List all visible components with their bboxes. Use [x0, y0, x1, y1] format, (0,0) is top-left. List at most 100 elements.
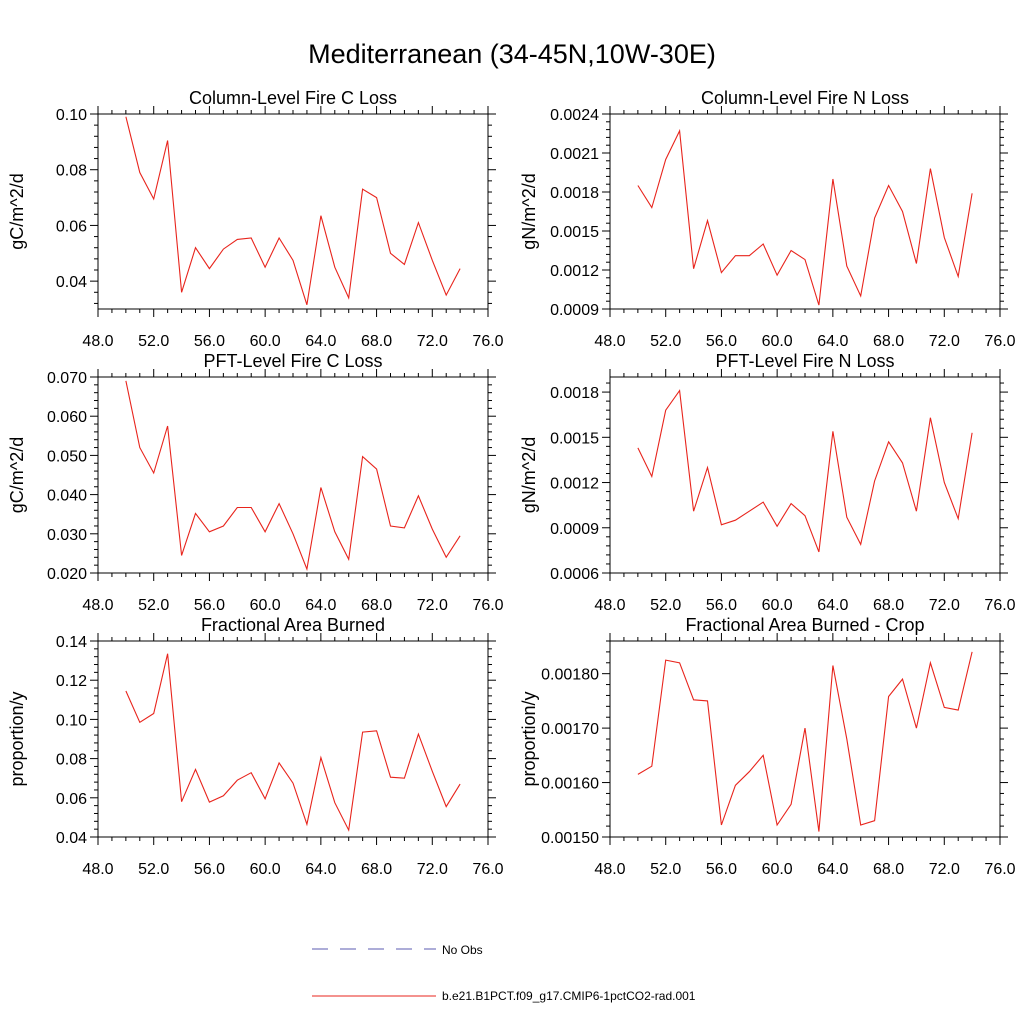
x-tick-label: 60.0 [762, 333, 793, 350]
x-tick-label: 72.0 [417, 333, 448, 350]
y-tick-label: 0.00150 [541, 830, 599, 847]
panel-4: 48.0 52.0 56.0 60.0 64.0 68.0 72.0 76.0 0.0006 0.… [519, 351, 1016, 614]
series-line-1 [125, 380, 461, 572]
legend: No Obs b.e21.B1PCT.f09_g17.CMIP6-1pctCO2… [312, 943, 696, 1003]
x-tick-label: 52.0 [138, 861, 169, 878]
plot-frame [97, 640, 489, 838]
y-tick-label: 0.040 [47, 488, 87, 505]
x-tick-label: 52.0 [650, 861, 681, 878]
x-tick-label: 68.0 [873, 597, 904, 614]
panel-2: 48.0 52.0 56.0 60.0 64.0 68.0 72.0 76.0 0.0009 0.… [519, 88, 1016, 350]
x-tick-label: 68.0 [873, 333, 904, 350]
y-tick-label: 0.0024 [550, 107, 599, 124]
x-tick-label: 56.0 [194, 861, 225, 878]
panel-title: Fractional Area Burned - Crop [685, 615, 924, 635]
panel-title: PFT-Level Fire N Loss [715, 351, 894, 371]
y-tick-label: 0.020 [47, 566, 87, 583]
y-tick-label: 0.0012 [550, 476, 599, 493]
y-tick-label: 0.10 [56, 712, 87, 729]
y-tick-label: 0.06 [56, 791, 87, 808]
x-tick-label: 64.0 [817, 333, 848, 350]
y-axis-label: proportion/y [519, 691, 539, 786]
plot-frame [97, 113, 489, 310]
y-axis-label: gN/m^2/d [519, 173, 539, 249]
x-tick-label: 76.0 [984, 597, 1015, 614]
y-tick-label: 0.12 [56, 673, 87, 690]
x-tick-label: 60.0 [250, 333, 281, 350]
x-tick-label: 48.0 [594, 861, 625, 878]
y-tick-label: 0.0012 [550, 263, 599, 280]
x-tick-label: 72.0 [417, 597, 448, 614]
y-tick-label: 0.08 [56, 163, 87, 180]
x-tick-label: 60.0 [250, 861, 281, 878]
x-tick-label: 68.0 [361, 333, 392, 350]
y-tick-label: 0.0018 [550, 185, 599, 202]
y-axis-label: gC/m^2/d [7, 173, 27, 249]
y-tick-label: 0.070 [47, 370, 87, 387]
y-tick-label: 0.030 [47, 527, 87, 544]
y-tick-label: 0.0015 [550, 224, 599, 241]
x-tick-label: 72.0 [417, 861, 448, 878]
y-tick-label: 0.00160 [541, 776, 599, 793]
panel-title: PFT-Level Fire C Loss [203, 351, 382, 371]
panel-title: Column-Level Fire N Loss [701, 88, 909, 108]
y-tick-label: 0.0009 [550, 521, 599, 538]
x-tick-label: 68.0 [361, 597, 392, 614]
panel-6: 48.0 52.0 56.0 60.0 64.0 68.0 72.0 76.0 0.00150 0… [519, 615, 1016, 878]
series-line-1 [637, 651, 973, 832]
y-tick-label: 0.0009 [550, 302, 599, 319]
series-line-1 [125, 653, 461, 832]
legend-label-model: b.e21.B1PCT.f09_g17.CMIP6-1pctCO2-rad.00… [442, 989, 696, 1003]
series-line-1 [125, 116, 461, 305]
x-tick-label: 52.0 [650, 333, 681, 350]
y-tick-label: 0.0006 [550, 566, 599, 583]
x-tick-label: 56.0 [194, 333, 225, 350]
x-tick-label: 48.0 [82, 861, 113, 878]
x-tick-label: 72.0 [929, 333, 960, 350]
y-tick-label: 0.08 [56, 752, 87, 769]
y-axis-label: proportion/y [7, 691, 27, 786]
y-tick-label: 0.04 [56, 274, 87, 291]
x-tick-label: 76.0 [472, 597, 503, 614]
x-tick-label: 76.0 [984, 333, 1015, 350]
x-tick-label: 52.0 [650, 597, 681, 614]
x-tick-label: 68.0 [361, 861, 392, 878]
y-tick-label: 0.0015 [550, 430, 599, 447]
panels: 48.0 52.0 56.0 60.0 64.0 68.0 72.0 76.0 0.04 0.06… [7, 88, 1016, 878]
legend-label-no-obs: No Obs [442, 943, 483, 957]
panel-title: Fractional Area Burned [201, 615, 385, 635]
x-tick-label: 64.0 [305, 861, 336, 878]
x-tick-label: 68.0 [873, 861, 904, 878]
y-tick-label: 0.14 [56, 634, 87, 651]
plot-frame [609, 640, 1001, 838]
plot-frame [97, 376, 489, 574]
x-tick-label: 76.0 [984, 861, 1015, 878]
x-tick-label: 52.0 [138, 333, 169, 350]
series-line-1 [637, 389, 973, 553]
figure-title: Mediterranean (34-45N,10W-30E) [308, 39, 716, 69]
x-tick-label: 56.0 [194, 597, 225, 614]
y-tick-label: 0.10 [56, 107, 87, 124]
x-tick-label: 64.0 [817, 861, 848, 878]
x-tick-label: 56.0 [706, 597, 737, 614]
y-tick-label: 0.0021 [550, 146, 599, 163]
panel-1: 48.0 52.0 56.0 60.0 64.0 68.0 72.0 76.0 0.04 0.06… [7, 88, 504, 350]
y-tick-label: 0.06 [56, 218, 87, 235]
y-tick-label: 0.04 [56, 830, 87, 847]
y-axis-label: gC/m^2/d [7, 437, 27, 513]
x-tick-label: 76.0 [472, 861, 503, 878]
x-tick-label: 64.0 [817, 597, 848, 614]
x-tick-label: 64.0 [305, 597, 336, 614]
x-tick-label: 48.0 [594, 333, 625, 350]
panel-5: 48.0 52.0 56.0 60.0 64.0 68.0 72.0 76.0 0.04 0.06… [7, 615, 504, 878]
panel-title: Column-Level Fire C Loss [189, 88, 397, 108]
panel-3: 48.0 52.0 56.0 60.0 64.0 68.0 72.0 76.0 0.020 0.0… [7, 351, 504, 614]
x-tick-label: 72.0 [929, 597, 960, 614]
x-tick-label: 64.0 [305, 333, 336, 350]
y-tick-label: 0.0018 [550, 385, 599, 402]
x-tick-label: 56.0 [706, 333, 737, 350]
series-line-1 [637, 128, 973, 306]
x-tick-label: 56.0 [706, 861, 737, 878]
x-tick-label: 48.0 [82, 597, 113, 614]
